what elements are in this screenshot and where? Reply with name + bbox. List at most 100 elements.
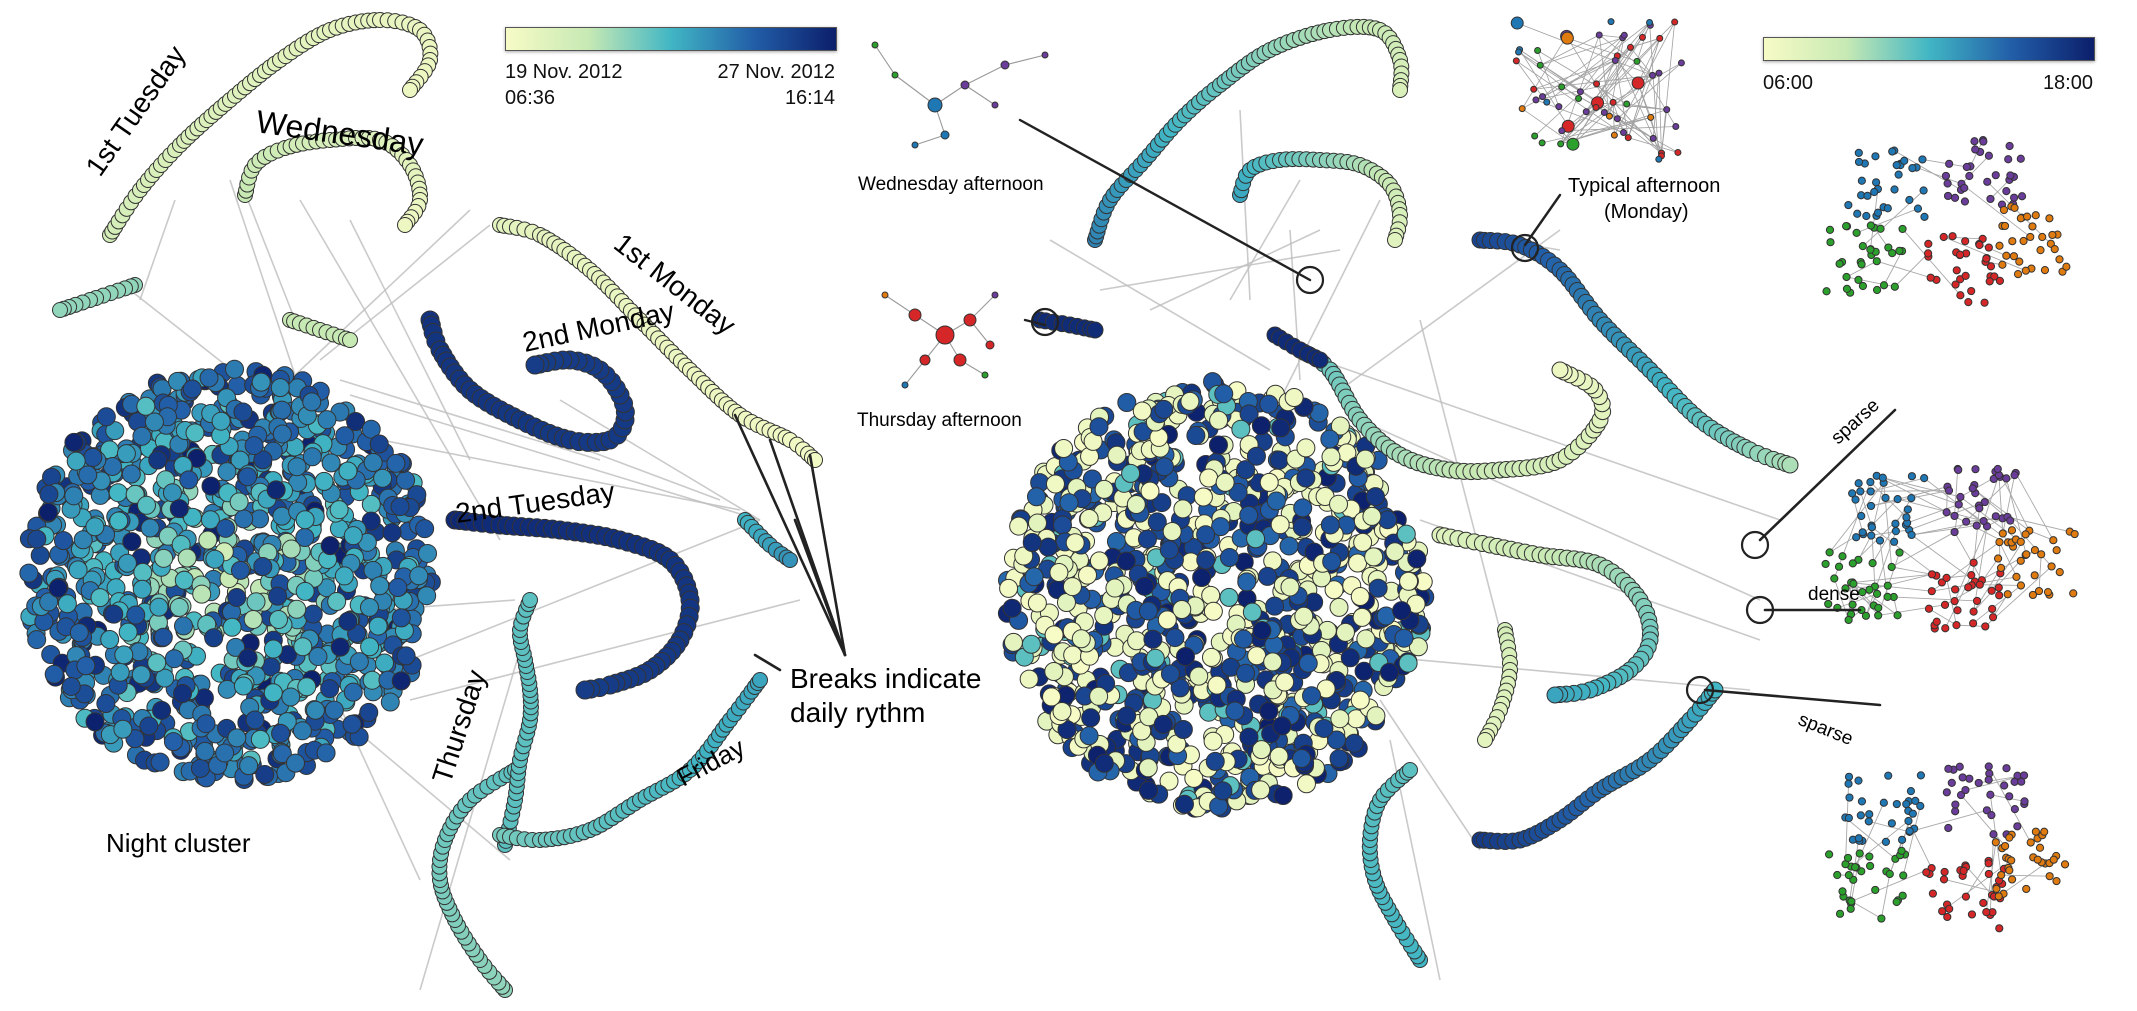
cluster-node (61, 676, 81, 696)
inset-node (1995, 924, 2004, 933)
cluster-node (217, 679, 237, 699)
inset-node (1943, 191, 1953, 201)
path-thursday-upper (497, 592, 539, 853)
path-node (522, 592, 538, 608)
inset-node (2000, 781, 2009, 790)
path-node (1477, 732, 1493, 748)
inset-node (1969, 619, 1978, 628)
cluster-node (1330, 709, 1350, 729)
cluster-node (1246, 529, 1266, 549)
cluster-node (205, 549, 225, 569)
cluster-node (1094, 753, 1114, 773)
cluster-node (1292, 517, 1312, 537)
inset-node (1972, 596, 1982, 606)
colorbar-end-time: 16:14 (784, 87, 835, 109)
inset-node (1945, 159, 1954, 168)
inset-node (1510, 16, 1524, 30)
inset-node (1887, 819, 1896, 828)
cluster-node (1322, 552, 1342, 572)
cluster-node (1246, 446, 1266, 466)
cluster-node (234, 509, 254, 529)
inset-node (2010, 203, 2019, 213)
inset-node (1989, 830, 1998, 839)
cluster-node (1247, 646, 1267, 666)
cluster-node (1321, 447, 1341, 467)
cluster-node (131, 665, 151, 685)
inset-node (1982, 254, 1991, 263)
inset-node (2010, 471, 2019, 480)
cluster-node (272, 400, 292, 420)
cluster-node (1251, 416, 1271, 436)
cluster-node (1189, 666, 1209, 686)
path-node (1402, 762, 1418, 778)
cluster-node (255, 764, 275, 784)
cluster-node (1089, 686, 1109, 706)
inset-node (1979, 898, 1988, 908)
inset-node (2037, 550, 2046, 559)
cluster-node (263, 683, 283, 703)
inset-node (1854, 148, 1863, 157)
cluster-node (177, 548, 197, 568)
path-friday-fragment (737, 512, 798, 568)
cluster-node (1259, 472, 1279, 492)
cluster-node (369, 434, 389, 454)
cluster-node (1280, 577, 1300, 597)
inset-node (2017, 192, 2027, 201)
cluster-node (1079, 508, 1099, 528)
inset-node (1942, 573, 1951, 582)
cluster-node (343, 526, 363, 546)
inset-node (1647, 113, 1655, 121)
cluster-node (104, 604, 124, 624)
cluster-node (1269, 450, 1289, 470)
edge (339, 379, 601, 461)
cluster-node (116, 444, 136, 464)
cluster-node (1132, 401, 1152, 421)
inset-node (1825, 225, 1835, 234)
inset-edge (1961, 183, 2031, 238)
path-node (1546, 686, 1564, 704)
cluster-node (1239, 505, 1259, 525)
inset-node (1996, 563, 2006, 573)
cluster-node (317, 410, 337, 430)
inset-node (1962, 162, 1971, 172)
inset-node (1994, 583, 2003, 592)
inset-node (1945, 904, 1954, 913)
edge (1229, 179, 1301, 301)
cluster-node (1173, 720, 1193, 740)
inset-node (2000, 221, 2010, 231)
cluster-node (1398, 653, 1418, 673)
inset-node (2036, 246, 2045, 255)
inset-node (2045, 872, 2054, 881)
inset-node (2006, 171, 2015, 180)
inset-node (1943, 179, 1952, 188)
inset-node (1624, 134, 1632, 142)
inset-node (1967, 910, 1977, 919)
cluster-node (363, 452, 383, 472)
path-node (402, 82, 418, 98)
inset-node (1893, 611, 1902, 620)
cluster-node (1022, 533, 1042, 553)
inset-node (1838, 552, 1847, 561)
inset-node (1954, 500, 1963, 509)
cluster-node (233, 676, 253, 696)
inset-node (1890, 185, 1899, 194)
cluster-node (1049, 562, 1069, 582)
inset-node (1895, 246, 1904, 255)
inset-node (1862, 211, 1871, 221)
inset-node (1842, 272, 1851, 282)
inset-node (985, 340, 995, 350)
cluster-node (225, 359, 245, 379)
cluster-node (338, 611, 358, 631)
cluster-node (266, 480, 286, 500)
cluster-node (1399, 571, 1419, 591)
cluster-node (1314, 718, 1334, 738)
cluster-node (1350, 690, 1370, 710)
path-node (342, 332, 358, 348)
inset-node (2023, 212, 2032, 221)
inset-node (1908, 164, 1917, 173)
night-cluster-left (19, 359, 441, 789)
inset-node (1890, 537, 1899, 546)
cluster-node (1193, 487, 1213, 507)
cluster-node (335, 426, 355, 446)
colorbar-start-hour: 06:00 (1763, 72, 1814, 94)
